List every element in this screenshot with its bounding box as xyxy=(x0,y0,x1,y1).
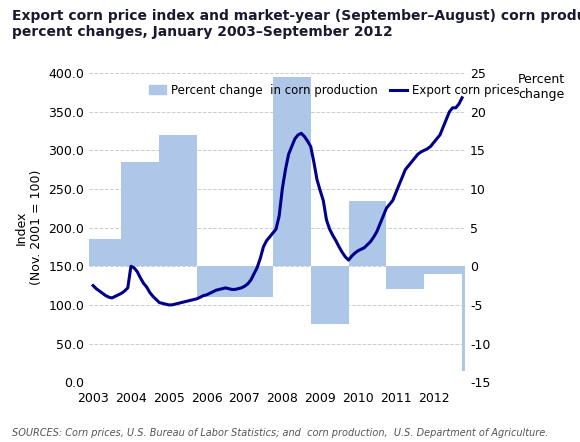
Text: SOURCES: Corn prices, U.S. Bureau of Labor Statistics; and  corn production,  U.: SOURCES: Corn prices, U.S. Bureau of Lab… xyxy=(12,427,548,438)
Bar xyxy=(121,162,160,266)
Bar xyxy=(84,239,121,266)
Bar xyxy=(349,201,386,266)
Y-axis label: Index
(Nov. 2001 = 100): Index (Nov. 2001 = 100) xyxy=(15,170,43,285)
Bar xyxy=(311,266,349,324)
Bar xyxy=(273,77,311,266)
Bar xyxy=(160,135,197,266)
Bar xyxy=(424,266,462,274)
Bar xyxy=(386,266,424,290)
Text: Export corn price index and market-year (September–August) corn production
perce: Export corn price index and market-year … xyxy=(12,9,580,39)
Text: Percent
change: Percent change xyxy=(518,73,565,101)
Bar xyxy=(197,266,235,297)
Legend: Percent change  in corn production, Export corn prices: Percent change in corn production, Expor… xyxy=(144,79,524,101)
Bar xyxy=(462,266,472,370)
Bar xyxy=(235,266,273,297)
